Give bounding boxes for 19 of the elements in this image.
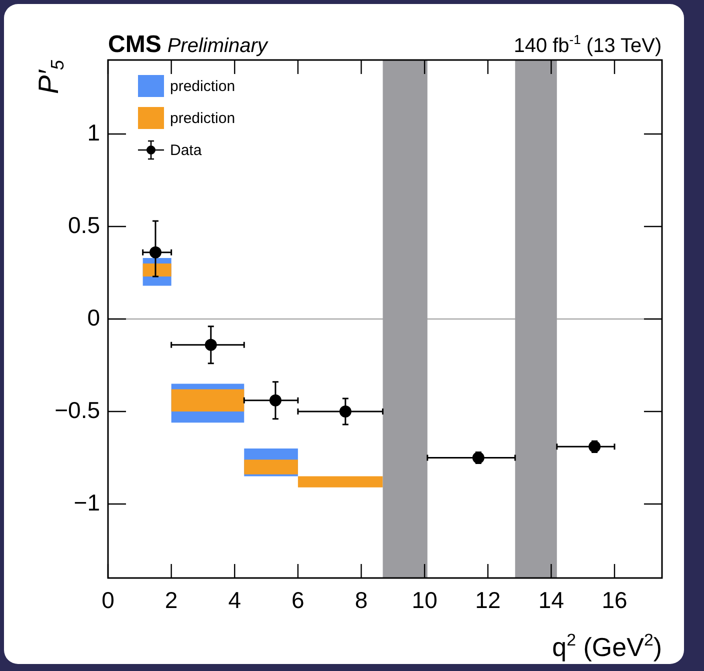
y-tick-label: 0.5 xyxy=(68,212,100,238)
y-tick-label: −1 xyxy=(74,489,100,516)
y-tick-label: −0.5 xyxy=(54,396,100,423)
chart-title: CMS xyxy=(108,31,162,58)
y-tick-label: 0 xyxy=(87,304,100,330)
x-tick-label: 16 xyxy=(602,587,628,614)
x-tick-label: 4 xyxy=(228,587,242,614)
x-tick-label: 6 xyxy=(292,587,304,614)
y-axis-title: P′5 xyxy=(33,59,68,94)
x-tick-label: 2 xyxy=(164,587,178,614)
legend-label: prediction xyxy=(170,78,236,95)
y-tick-label: 1 xyxy=(87,119,100,146)
x-tick-label: 12 xyxy=(475,587,501,614)
chart-subtitle: Preliminary xyxy=(167,35,268,57)
x-tick-label: 10 xyxy=(412,587,438,614)
x-tick-label: 14 xyxy=(538,587,564,614)
legend-label: Data xyxy=(170,142,202,159)
x-tick-label: 8 xyxy=(354,587,368,614)
legend-label: prediction xyxy=(170,110,236,127)
